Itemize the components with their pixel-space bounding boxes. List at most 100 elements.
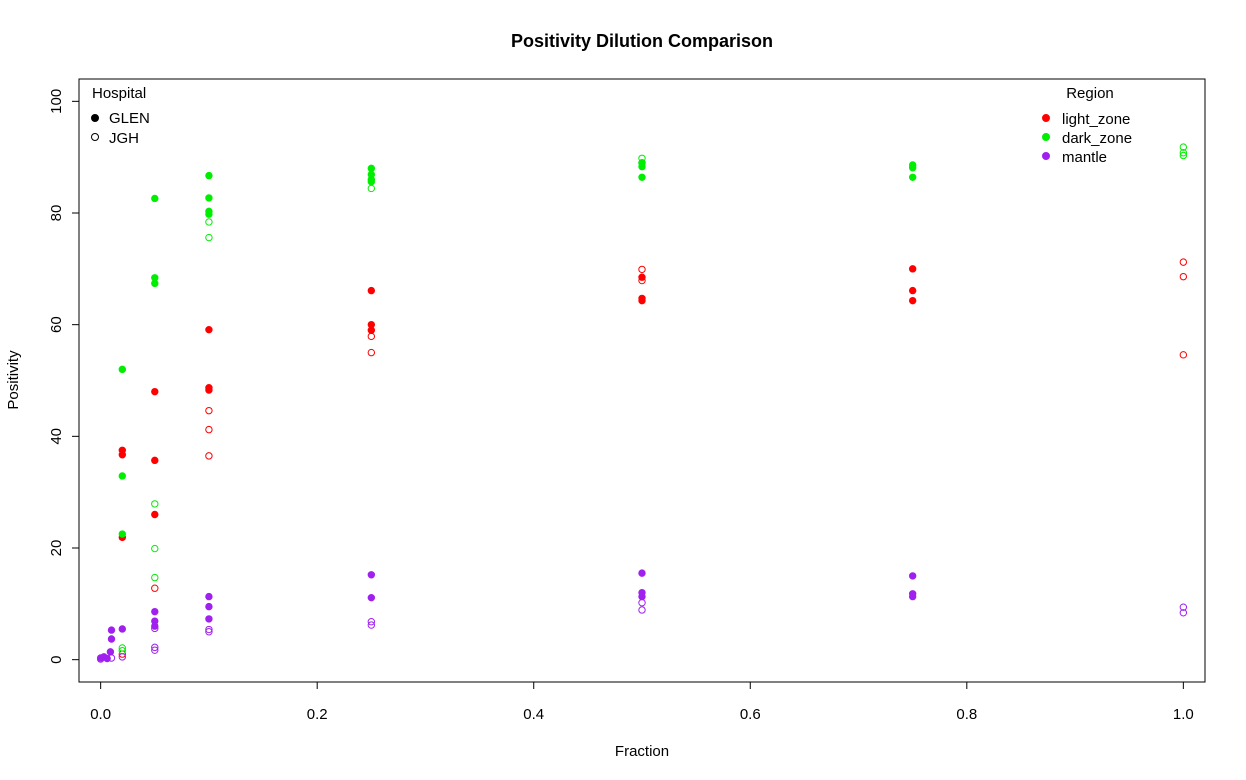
data-points bbox=[96, 143, 1188, 663]
data-point bbox=[367, 178, 376, 186]
data-point bbox=[151, 279, 159, 288]
legend-marker-dark-zone bbox=[1042, 133, 1050, 141]
x-tick-label: 1.0 bbox=[1173, 706, 1194, 723]
data-point bbox=[205, 625, 213, 634]
data-point bbox=[107, 635, 116, 643]
data-point bbox=[367, 621, 376, 629]
data-point bbox=[151, 624, 159, 633]
data-point bbox=[205, 325, 213, 334]
data-point bbox=[151, 500, 159, 508]
data-point bbox=[205, 171, 213, 180]
data-point bbox=[118, 365, 127, 374]
y-tick-label: 40 bbox=[48, 428, 65, 445]
data-point bbox=[151, 622, 159, 630]
legend-hospital-title: Hospital bbox=[92, 85, 146, 102]
y-axis: 0 20 40 60 80 100 bbox=[48, 89, 80, 664]
data-point bbox=[367, 184, 376, 193]
chart-title: Positivity Dilution Comparison bbox=[511, 31, 773, 51]
data-point bbox=[96, 655, 105, 663]
data-point bbox=[367, 348, 376, 357]
data-point bbox=[107, 654, 116, 662]
data-point bbox=[1179, 149, 1188, 157]
data-point bbox=[205, 452, 213, 460]
data-point bbox=[151, 573, 159, 582]
series-dark_zone-glen bbox=[118, 159, 917, 538]
data-point bbox=[638, 606, 646, 614]
data-point bbox=[151, 194, 159, 203]
x-tick-label: 0.2 bbox=[307, 706, 328, 723]
data-point bbox=[1179, 258, 1188, 266]
data-point bbox=[118, 644, 127, 652]
data-point bbox=[908, 286, 917, 295]
data-point bbox=[151, 646, 159, 654]
data-point bbox=[205, 406, 213, 415]
data-point bbox=[908, 173, 917, 181]
data-point bbox=[908, 296, 917, 305]
legend-label-glen: GLEN bbox=[109, 110, 150, 127]
x-tick-label: 0.8 bbox=[956, 706, 977, 723]
data-point bbox=[1179, 603, 1188, 611]
legend-label-light-zone: light_zone bbox=[1062, 111, 1130, 128]
data-point bbox=[638, 276, 646, 285]
data-point bbox=[151, 643, 159, 652]
data-point bbox=[106, 648, 115, 656]
y-tick-label: 80 bbox=[48, 205, 65, 222]
data-point bbox=[638, 569, 646, 577]
data-point bbox=[367, 618, 376, 626]
x-axis-title: Fraction bbox=[615, 743, 669, 760]
y-tick-label: 60 bbox=[48, 316, 65, 333]
series-dark_zone-jgh bbox=[118, 143, 1188, 655]
y-tick-label: 100 bbox=[48, 89, 65, 114]
data-point bbox=[205, 218, 213, 226]
x-axis: 0.0 0.2 0.4 0.6 0.8 1.0 bbox=[90, 681, 1194, 723]
legend-label-dark-zone: dark_zone bbox=[1062, 130, 1132, 147]
legend-hospital: Hospital GLEN JGH bbox=[91, 85, 150, 147]
series-light_zone-glen bbox=[118, 265, 917, 542]
legend-marker-jgh bbox=[91, 133, 99, 141]
data-point bbox=[107, 626, 116, 634]
data-point bbox=[367, 571, 376, 579]
data-point bbox=[205, 592, 213, 601]
data-point bbox=[118, 472, 127, 480]
data-point bbox=[367, 164, 376, 173]
data-point bbox=[367, 286, 376, 295]
data-point bbox=[1179, 143, 1188, 151]
data-point bbox=[638, 154, 646, 162]
legend-marker-glen bbox=[91, 114, 99, 122]
data-point bbox=[205, 602, 213, 611]
data-point bbox=[908, 265, 917, 273]
data-point bbox=[118, 625, 127, 633]
legend-marker-mantle bbox=[1042, 152, 1050, 160]
series-light_zone-jgh bbox=[118, 258, 1188, 658]
legend-region: Region light_zone dark_zone mantle bbox=[1042, 85, 1132, 166]
data-point bbox=[638, 592, 646, 601]
data-point bbox=[151, 510, 159, 519]
data-point bbox=[908, 592, 917, 601]
data-point bbox=[367, 332, 376, 341]
legend-region-title: Region bbox=[1066, 85, 1114, 102]
data-point bbox=[151, 387, 159, 396]
data-point bbox=[205, 233, 213, 242]
data-point bbox=[1179, 151, 1188, 160]
data-point bbox=[638, 173, 646, 181]
series-mantle-glen bbox=[96, 569, 917, 663]
data-point bbox=[151, 607, 159, 616]
data-point bbox=[118, 653, 127, 661]
data-point bbox=[118, 451, 127, 459]
data-point bbox=[118, 530, 127, 538]
x-tick-label: 0.4 bbox=[523, 706, 544, 723]
data-point bbox=[1179, 609, 1188, 617]
y-tick-label: 0 bbox=[48, 655, 65, 663]
x-tick-label: 0.6 bbox=[740, 706, 761, 723]
data-point bbox=[1179, 272, 1188, 281]
data-point bbox=[151, 456, 159, 465]
y-axis-title: Positivity bbox=[5, 350, 22, 410]
data-point bbox=[205, 210, 213, 218]
data-point bbox=[151, 584, 159, 592]
legend-label-jgh: JGH bbox=[109, 130, 139, 147]
data-point bbox=[638, 162, 646, 171]
data-point bbox=[151, 544, 159, 553]
data-point bbox=[908, 572, 917, 580]
data-point bbox=[367, 593, 376, 602]
